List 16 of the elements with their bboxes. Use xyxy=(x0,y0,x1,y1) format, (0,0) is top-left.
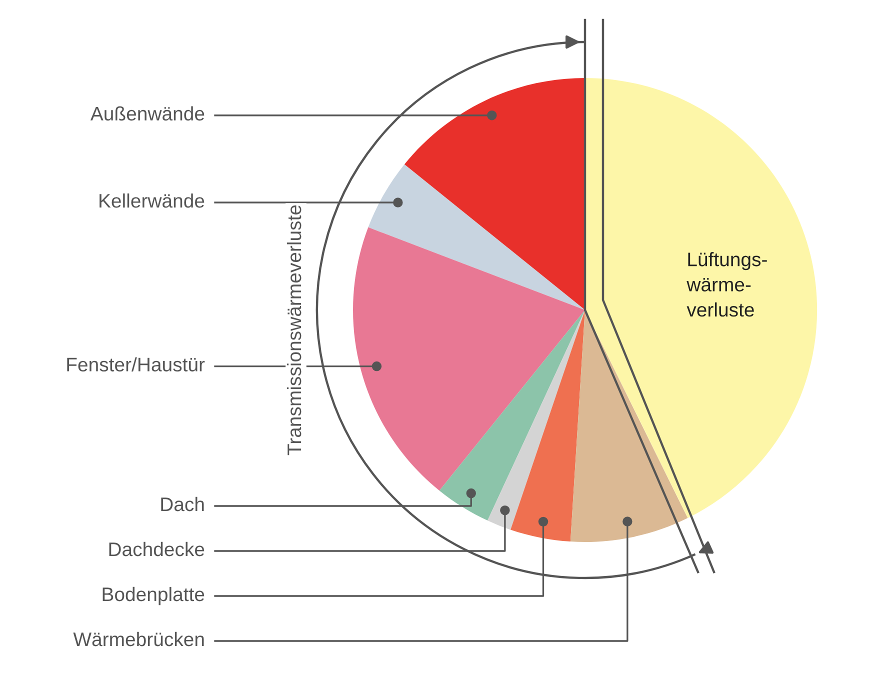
slice-label: Dach xyxy=(161,496,204,512)
slice-label: Dachdecke xyxy=(109,542,204,556)
slice-label: Außenwände xyxy=(90,106,204,121)
pie-slice xyxy=(439,310,585,521)
slice-label: Wärmebrücken xyxy=(73,632,204,646)
pie-slice xyxy=(404,78,585,310)
pie-slice xyxy=(368,164,585,310)
slice-label: Lüftungs- wärme- verluste xyxy=(686,252,767,317)
slice-label: Kellerwände xyxy=(100,193,204,208)
slice-label: Bodenplatte xyxy=(102,586,204,606)
slice-label: Fenster/Haustür xyxy=(67,357,205,372)
pie-slice xyxy=(353,227,585,491)
text: Transmissionswärmeverluste xyxy=(286,205,302,456)
pie-slice xyxy=(510,310,585,542)
pie-slice xyxy=(585,78,818,518)
pie-slice xyxy=(488,310,585,530)
